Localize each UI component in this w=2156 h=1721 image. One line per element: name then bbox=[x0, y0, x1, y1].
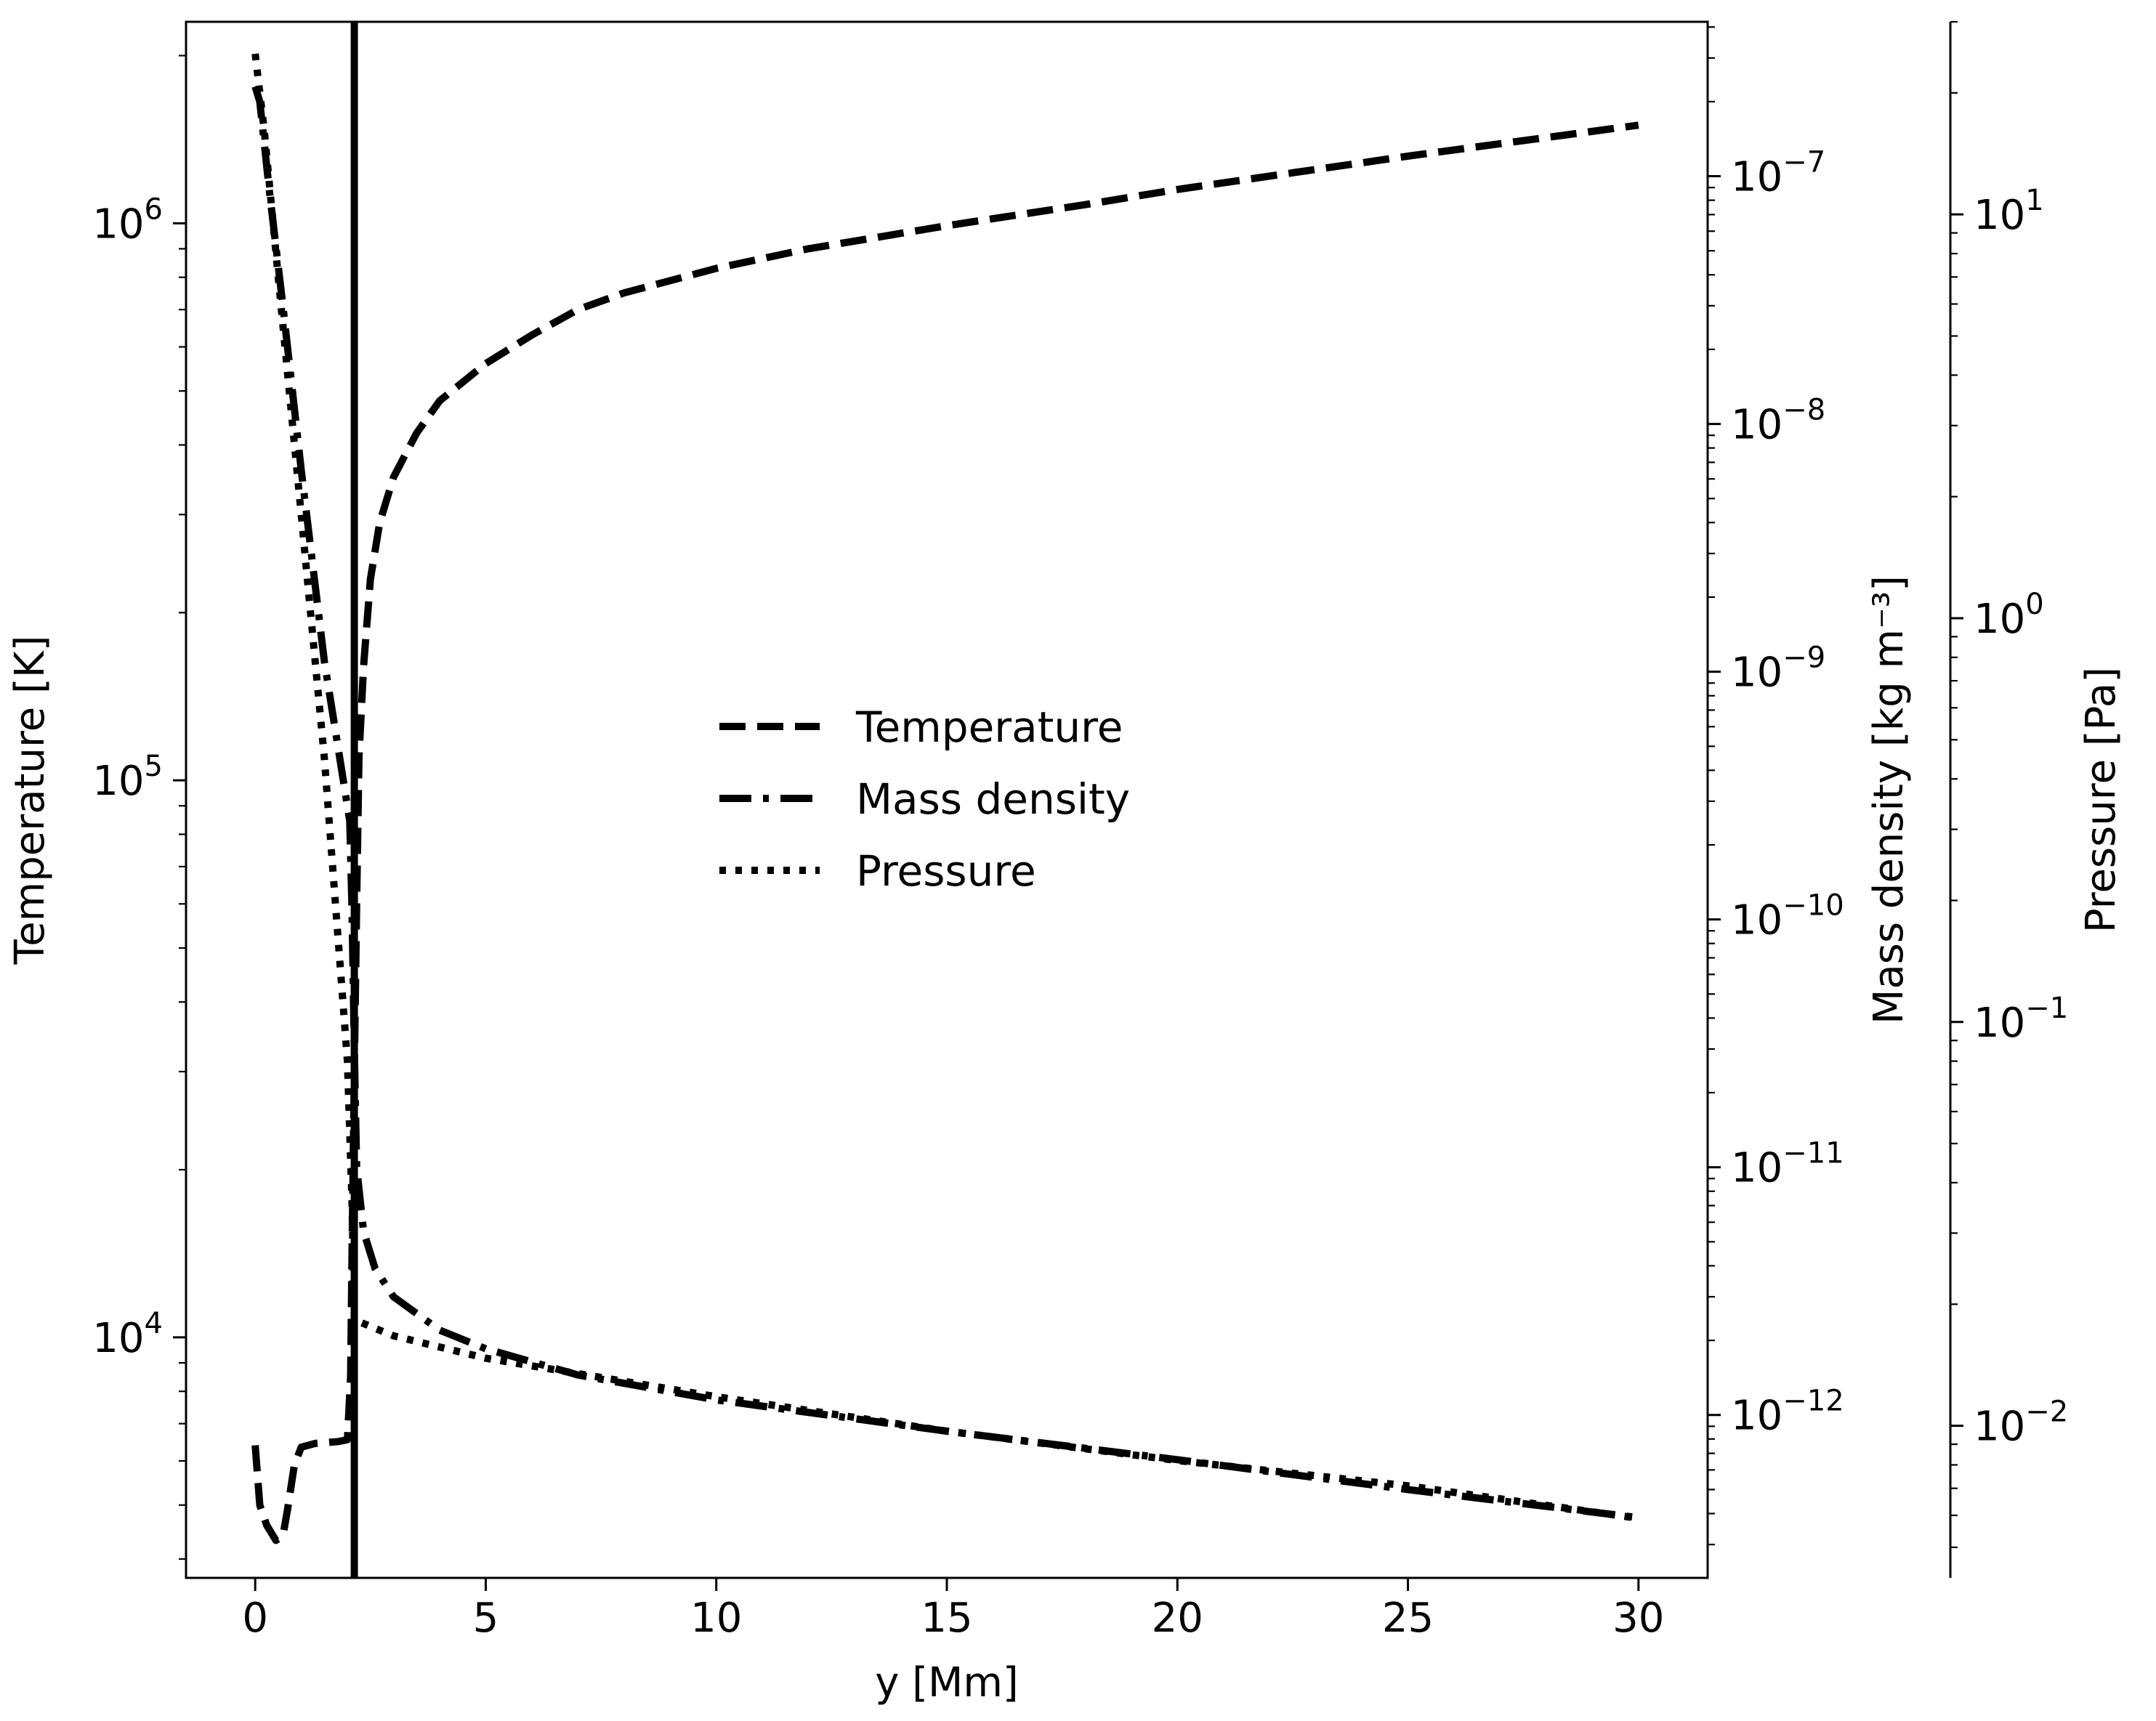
legend-label-1: Mass density bbox=[856, 774, 1130, 824]
pressure-axis-tick-exponent: −2 bbox=[2025, 1396, 2068, 1429]
plot-lines bbox=[251, 22, 1639, 1578]
mass-density-axis-tick-exponent: −8 bbox=[1782, 394, 1825, 427]
x-axis-label: y [Mm] bbox=[875, 1659, 1019, 1706]
mass-density-axis-tick-label: 10−11 bbox=[1731, 1137, 1844, 1192]
mass-density-axis-tick-base: 10 bbox=[1731, 1393, 1782, 1440]
temperature-axis-tick-base: 10 bbox=[92, 1315, 144, 1362]
mass-density-axis-tick-label: 10−12 bbox=[1731, 1385, 1844, 1440]
pressure-axis-tick-base: 10 bbox=[1974, 1404, 2025, 1451]
legend: Temperature Mass density Pressure bbox=[719, 702, 1130, 896]
x-tick-label: 30 bbox=[1612, 1595, 1664, 1642]
mass-density-axis-tick-label: 10−9 bbox=[1731, 641, 1825, 697]
mass-density-axis-tick-exponent: −12 bbox=[1782, 1385, 1844, 1418]
mass-density-axis-label: Mass density [kg m⁻³] bbox=[1865, 575, 1913, 1024]
mass-density-axis-tick-label: 10−7 bbox=[1731, 146, 1825, 201]
pressure-axis-label: Pressure [Pa] bbox=[2078, 667, 2125, 933]
pressure-axis-tick-exponent: 0 bbox=[2025, 588, 2043, 621]
series-line-1 bbox=[251, 85, 1639, 1522]
x-tick-label: 5 bbox=[473, 1595, 499, 1642]
series-line-2 bbox=[251, 53, 1639, 1522]
mass-density-axis-tick-label: 10−10 bbox=[1731, 889, 1844, 944]
pressure-axis-tick-label: 10−1 bbox=[1974, 992, 2068, 1047]
mass-density-axis-tick-exponent: −7 bbox=[1782, 146, 1825, 179]
pressure-axis-tick-exponent: 1 bbox=[2025, 184, 2043, 217]
pressure-axis-tick-base: 10 bbox=[1974, 192, 2025, 239]
series-line-0 bbox=[251, 121, 1639, 1544]
mass-density-axis-tick-base: 10 bbox=[1731, 154, 1782, 201]
temperature-axis-tick-exponent: 5 bbox=[145, 750, 163, 783]
mass-density-axis-tick-label: 10−8 bbox=[1731, 394, 1825, 449]
temperature-axis-tick-exponent: 4 bbox=[145, 1307, 163, 1340]
pressure-axis-tick-base: 10 bbox=[1974, 596, 2025, 643]
temperature-axis-tick-label: 106 bbox=[92, 193, 163, 248]
temperature-axis-tick-base: 10 bbox=[92, 758, 144, 805]
legend-label-0: Temperature bbox=[855, 702, 1123, 752]
x-tick-label: 10 bbox=[690, 1595, 742, 1642]
mass-density-axis-tick-base: 10 bbox=[1731, 1145, 1782, 1192]
temperature-axis-tick-label: 104 bbox=[92, 1307, 163, 1362]
x-tick-label: 25 bbox=[1382, 1595, 1434, 1642]
mass-density-axis-tick-exponent: −9 bbox=[1782, 641, 1825, 675]
temperature-axis-tick-label: 105 bbox=[92, 750, 163, 805]
temperature-axis-tick-exponent: 6 bbox=[145, 193, 163, 226]
mass-density-axis-tick-base: 10 bbox=[1731, 649, 1782, 697]
x-tick-label: 15 bbox=[921, 1595, 972, 1642]
temperature-axis-label: Temperature [K] bbox=[7, 636, 54, 965]
mass-density-axis-tick-base: 10 bbox=[1731, 897, 1782, 944]
pressure-axis-tick-label: 10−2 bbox=[1974, 1396, 2068, 1451]
pressure-axis-tick-exponent: −1 bbox=[2025, 992, 2068, 1025]
mass-density-axis-tick-exponent: −10 bbox=[1782, 889, 1844, 923]
pressure-axis-tick-label: 101 bbox=[1974, 184, 2044, 239]
temperature-axis-tick-base: 10 bbox=[92, 201, 144, 248]
mass-density-axis-tick-base: 10 bbox=[1731, 402, 1782, 449]
x-tick-label: 20 bbox=[1152, 1595, 1203, 1642]
pressure-axis-tick-label: 100 bbox=[1974, 588, 2044, 643]
legend-label-2: Pressure bbox=[856, 846, 1036, 896]
pressure-axis-tick-base: 10 bbox=[1974, 1000, 2025, 1047]
mass-density-axis-tick-exponent: −11 bbox=[1782, 1137, 1844, 1170]
x-tick-label: 0 bbox=[242, 1595, 268, 1642]
